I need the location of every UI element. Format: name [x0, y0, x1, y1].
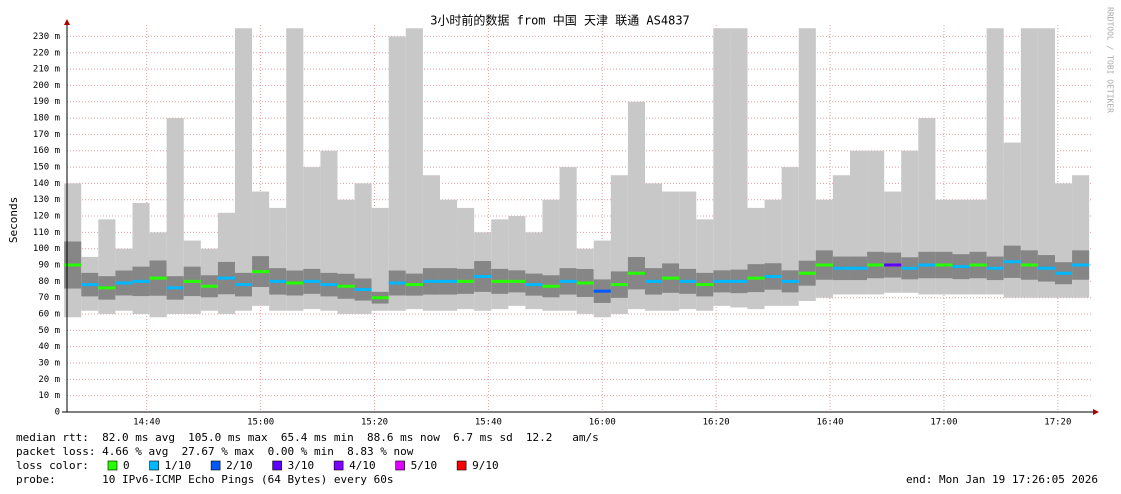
smoke [986, 28, 1004, 295]
legend-label: 3/10 [288, 459, 315, 472]
legend-swatch [272, 460, 282, 471]
smoke [491, 219, 509, 310]
x-tick-label: 16:40 [817, 418, 844, 428]
y-tick-label: 140 m [33, 179, 60, 189]
x-tick-label: 15:20 [361, 418, 388, 428]
legend-label: 4/10 [349, 459, 376, 472]
smoke [662, 191, 680, 311]
y-tick-label: 180 m [33, 114, 60, 124]
x-tick-label: 15:00 [247, 418, 274, 428]
smoke [1020, 28, 1038, 298]
y-tick-label: 210 m [33, 65, 60, 75]
smoke [371, 207, 389, 311]
y-tick-label: 80 m [38, 277, 60, 287]
smoke [969, 199, 987, 295]
legend-swatch [456, 460, 467, 471]
x-tick-label: 16:20 [703, 418, 730, 428]
x-tick-label: 16:00 [589, 418, 616, 428]
y-tick-label: 160 m [33, 146, 60, 156]
smoke [320, 150, 338, 311]
y-tick-label: 20 m [38, 375, 60, 385]
legend-label: 0 [123, 459, 130, 472]
y-tick-label: 70 m [38, 293, 60, 303]
smoke [696, 219, 714, 311]
smoke [405, 28, 423, 310]
smoke [132, 202, 150, 315]
legend-swatch [395, 460, 405, 471]
watermark: RRDTOOL / TOBI OETIKER [1106, 7, 1115, 113]
smoke [918, 118, 936, 295]
smoke [730, 28, 748, 308]
smoke [713, 28, 731, 306]
smoke [457, 207, 475, 310]
smoke [234, 28, 253, 311]
smoke [593, 240, 611, 318]
smoke [98, 219, 116, 315]
legend-swatch [333, 460, 344, 471]
y-tick-label: 200 m [33, 81, 60, 91]
legend-label: 9/10 [472, 459, 499, 472]
x-arrow [1093, 409, 1099, 415]
end-time: end: Mon Jan 19 17:26:05 2026 [906, 473, 1098, 486]
legend-title: loss color: [16, 459, 89, 472]
x-tick-label: 17:20 [1044, 418, 1071, 428]
y-tick-label: 230 m [33, 32, 60, 42]
y-arrow [64, 19, 70, 25]
smoke [252, 191, 270, 306]
y-tick-label: 150 m [33, 163, 60, 173]
smoke [286, 28, 304, 311]
legend-label: 1/10 [165, 459, 192, 472]
y-tick-label: 40 m [38, 342, 60, 352]
stats-line: packet loss: 4.66 % avg 27.67 % max 0.00… [16, 445, 414, 458]
legend-swatch [107, 460, 118, 471]
y-tick-label: 50 m [38, 326, 60, 336]
y-axis-label: Seconds [7, 197, 20, 243]
smoke [764, 199, 782, 306]
smoke [747, 207, 765, 310]
y-tick-label: 30 m [38, 359, 60, 369]
y-tick-label: 170 m [33, 130, 60, 140]
x-tick-label: 15:40 [475, 418, 502, 428]
stats-line: median rtt: 82.0 ms avg 105.0 ms max 65.… [16, 431, 599, 444]
smoke [525, 232, 543, 310]
x-tick-label: 14:40 [133, 418, 160, 428]
y-tick-label: 110 m [33, 228, 60, 238]
y-tick-label: 120 m [33, 212, 60, 222]
plot-area [64, 25, 1092, 412]
smoke [798, 28, 816, 301]
y-tick-label: 100 m [33, 244, 60, 254]
legend-swatch [210, 460, 221, 471]
smoke [884, 191, 902, 293]
chart-title: 3小时前的数据 from 中国 天津 联通 AS4837 [430, 13, 690, 28]
smoke [935, 199, 953, 295]
smoke [166, 118, 184, 315]
smoke [388, 36, 406, 311]
smoke [1037, 28, 1055, 298]
x-tick-label: 17:00 [930, 418, 957, 428]
y-tick-label: 90 m [38, 261, 60, 271]
y-tick-label: 0 [55, 408, 60, 418]
probe: probe: 10 IPv6-ICMP Echo Pings (64 Bytes… [16, 473, 394, 486]
y-tick-label: 60 m [38, 310, 60, 320]
y-tick-label: 190 m [33, 97, 60, 107]
y-tick-label: 130 m [33, 195, 60, 205]
legend-swatch [149, 460, 159, 471]
smoke [952, 199, 970, 295]
legend-label: 2/10 [226, 459, 253, 472]
y-tick-label: 10 m [38, 391, 60, 401]
smoke [269, 207, 287, 311]
y-tick-label: 220 m [33, 48, 60, 58]
legend-label: 5/10 [411, 459, 438, 472]
smoke [815, 199, 833, 298]
